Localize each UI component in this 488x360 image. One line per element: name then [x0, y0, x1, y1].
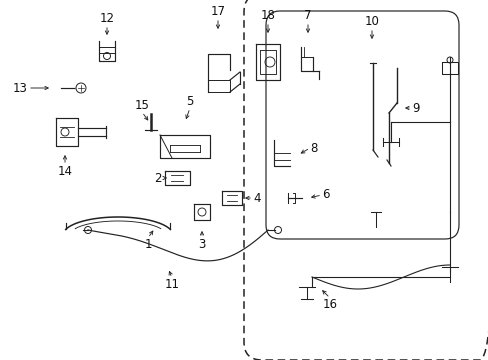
Text: 9: 9	[411, 102, 419, 114]
Text: 7: 7	[304, 9, 311, 22]
Text: 12: 12	[99, 12, 114, 25]
Text: 5: 5	[186, 95, 193, 108]
Text: 2: 2	[154, 171, 162, 184]
Text: 15: 15	[134, 99, 149, 112]
Text: 11: 11	[164, 278, 179, 291]
Text: 4: 4	[252, 192, 260, 204]
Text: 14: 14	[58, 165, 72, 178]
Text: 10: 10	[364, 15, 379, 28]
Text: 13: 13	[13, 81, 28, 94]
Text: 3: 3	[198, 238, 205, 251]
Text: 6: 6	[321, 189, 329, 202]
Text: 16: 16	[322, 298, 337, 311]
Text: 8: 8	[309, 141, 317, 154]
Text: 17: 17	[210, 5, 225, 18]
Circle shape	[76, 83, 86, 93]
Text: 18: 18	[260, 9, 275, 22]
Text: 1: 1	[144, 238, 151, 251]
